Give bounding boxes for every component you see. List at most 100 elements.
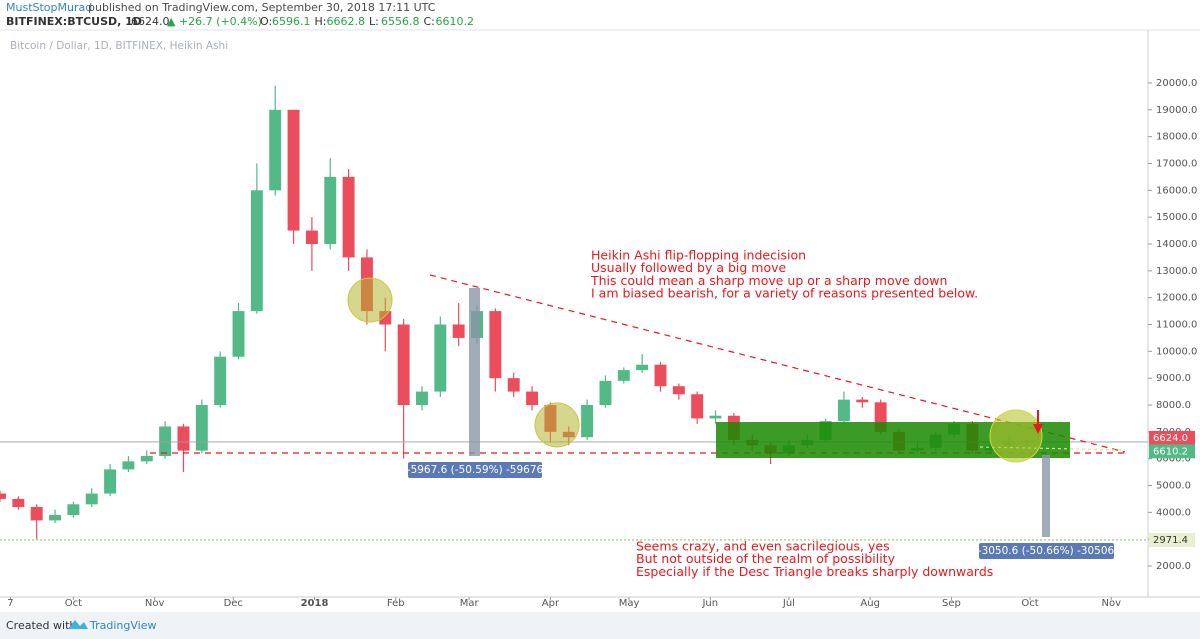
y-tick-label: 14000.0 [1156, 239, 1197, 250]
annotation: I am biased bearish, for a variety of re… [591, 286, 978, 301]
arrow-head [1033, 424, 1043, 434]
candle-body [104, 469, 117, 494]
candle-body [342, 176, 355, 258]
published: published on TradingView.com, September … [88, 1, 436, 14]
footer-brand[interactable]: TradingView [89, 619, 156, 632]
x-tick-label: Apr [542, 598, 560, 609]
y-tick-label: 13000.0 [1156, 266, 1197, 277]
candle-body [416, 391, 428, 406]
x-tick-label: Jun [701, 598, 718, 609]
x-tick-label: Oct [1021, 598, 1038, 609]
symbol: BITFINEX:BTCUSD, 1D [6, 15, 142, 28]
y-tick-label: 5000.0 [1156, 481, 1191, 492]
candle-body [85, 493, 98, 505]
candle-body [195, 405, 208, 451]
annotation: This could mean a sharp move up or a sha… [590, 273, 947, 288]
annotation: But not outside of the realm of possibil… [636, 551, 896, 566]
candle-body [709, 415, 722, 419]
candle-body [287, 109, 300, 231]
y-tick-label: 11000.0 [1156, 320, 1197, 331]
candle-body [0, 493, 6, 499]
x-tick-label: 7 [7, 598, 13, 609]
measure-bar [469, 288, 480, 456]
measure-bar [1042, 455, 1050, 537]
candle-body [489, 311, 502, 379]
candle-body [214, 356, 227, 406]
x-tick-label: 2018 [301, 598, 329, 609]
measure-label: -5967.6 (-50.59%) -59676 [407, 464, 544, 476]
candle-body [250, 190, 263, 312]
y-tick-label: 17000.0 [1156, 158, 1197, 169]
candle-body [838, 399, 850, 422]
candle-body [159, 426, 172, 456]
annotation: Seems crazy, and even sacrilegious, yes [636, 539, 890, 554]
footer-text: Created with [6, 619, 76, 632]
ohlc-value: 6556.8 [381, 15, 420, 28]
x-tick-label: Jul [782, 598, 795, 609]
candle-body [452, 324, 465, 338]
y-tick-label: 9000.0 [1156, 373, 1191, 384]
measure-label-box [979, 543, 1114, 559]
candle-body [874, 402, 887, 432]
candle-body [177, 426, 190, 451]
ohlc-value: 6662.8 [327, 15, 366, 28]
chart-title: Bitcoin / Dollar, 1D, BITFINEX, Heikin A… [10, 40, 228, 52]
x-tick-label: Nov [1102, 598, 1122, 609]
candle-body [269, 109, 282, 191]
candle-body [324, 176, 337, 244]
ohlc-label: L: [369, 15, 379, 28]
annotation: Usually followed by a big move [591, 260, 787, 275]
candle-body [397, 324, 410, 406]
y-tick-label: 16000.0 [1156, 185, 1197, 196]
y-tick-label: 18000.0 [1156, 132, 1197, 143]
price-label: 6624.0 [1153, 433, 1188, 444]
measure-label-box [408, 462, 542, 478]
ohlc-value: 6596.1 [272, 15, 311, 28]
ohlc-label: H: [315, 15, 327, 28]
x-tick-label: May [619, 598, 640, 609]
candle-body [636, 364, 649, 371]
annotation: Especially if the Desc Triangle breaks s… [636, 564, 993, 579]
candle-body [526, 391, 539, 406]
candle-body [581, 405, 594, 438]
y-tick-label: 8000.0 [1156, 400, 1191, 411]
candle-body [507, 378, 520, 392]
candle-body [379, 311, 392, 325]
candle-body [49, 515, 62, 521]
logo [68, 620, 88, 629]
y-tick-label: 15000.0 [1156, 212, 1197, 223]
candle-body [654, 364, 667, 387]
x-tick-label: Dec [224, 598, 243, 609]
x-tick-label: Sep [942, 598, 961, 609]
annotation: Heikin Ashi flip-flopping indecision [591, 248, 806, 263]
x-tick-label: Oct [65, 598, 82, 609]
y-tick-label: 12000.0 [1156, 293, 1197, 304]
highlight-circle [534, 402, 580, 448]
candle-body [617, 370, 630, 381]
candle-body [140, 455, 153, 462]
measure-label: -3050.6 (-50.66%) -30506 [978, 545, 1115, 557]
x-tick-label: Feb [387, 598, 405, 609]
highlight-circle [347, 277, 393, 323]
change: ▲ +26.7 (+0.4%) [167, 15, 262, 28]
ohlc-value: 6610.2 [436, 15, 475, 28]
y-tick-label: 4000.0 [1156, 507, 1191, 518]
author[interactable]: MustStopMurad [6, 1, 92, 14]
candle-body [30, 506, 43, 521]
candle-body [672, 386, 685, 395]
drawings: -5967.6 (-50.59%) -59676 -3050.6 (-50.66… [150, 274, 1126, 559]
candle-body [305, 230, 318, 244]
candle-body [691, 394, 704, 419]
candle-body [434, 324, 447, 392]
price-label: 6610.2 [1153, 446, 1188, 457]
y-tick-label: 20000.0 [1156, 78, 1197, 89]
last-price: 6624.0 [131, 15, 170, 28]
price-label: 2971.4 [1153, 535, 1188, 546]
price-label-box [1149, 444, 1195, 459]
ohlc-label: O: [260, 15, 272, 28]
y-tick-label: 2000.0 [1156, 561, 1191, 572]
header: MustStopMurad published on TradingView.c… [6, 1, 474, 28]
candle-body [67, 504, 80, 516]
